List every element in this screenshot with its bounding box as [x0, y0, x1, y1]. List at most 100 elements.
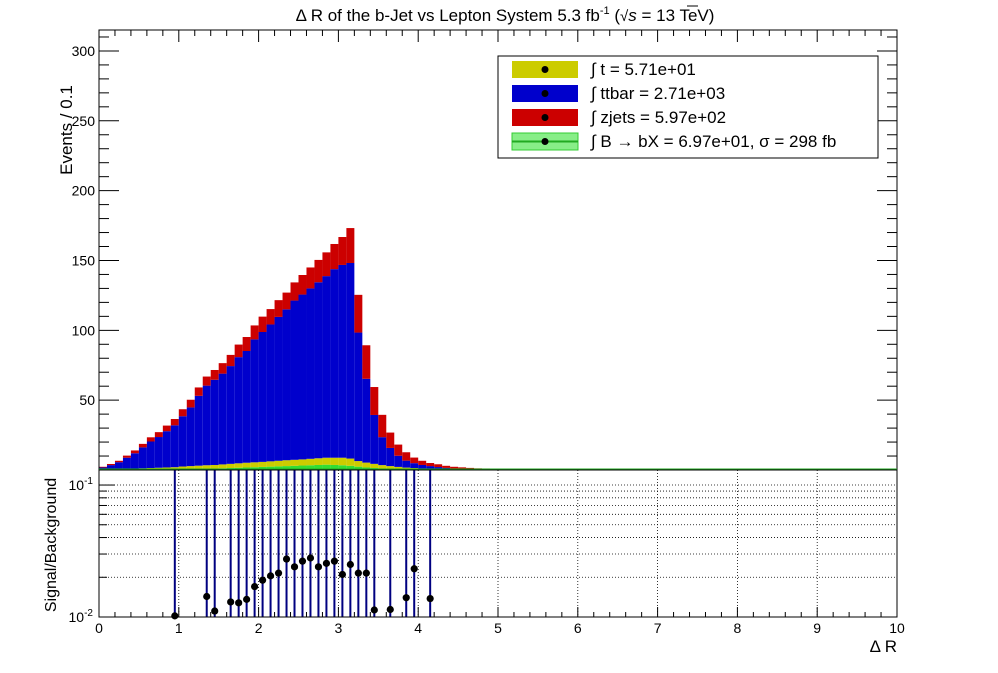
- ratio-point: [298, 557, 307, 565]
- bar-ttbar: [266, 324, 275, 462]
- bar-ttbar: [418, 464, 427, 469]
- ratio-point: [266, 572, 275, 580]
- ratio-panel: 0 1 2 3 4 5 6 7 8 9 10 10-2 10-1 Signal/Background Δ…: [43, 469, 905, 656]
- bar-zjets: [378, 414, 387, 438]
- y-tick-label: 100: [72, 322, 96, 338]
- bar-signal: [330, 464, 339, 470]
- ratio-point: [235, 599, 243, 607]
- bar-zjets: [226, 354, 235, 367]
- bar-t: [194, 465, 203, 470]
- bar-ttbar: [330, 269, 339, 458]
- bar-ttbar: [106, 465, 115, 470]
- legend-marker-zjets: [541, 114, 549, 121]
- bar-ttbar: [218, 373, 227, 465]
- ratio-y-tick-label: 10-2: [69, 608, 94, 625]
- ratio-point: [243, 595, 251, 603]
- ratio-point: [171, 612, 179, 620]
- bar-zjets: [162, 425, 171, 432]
- ratio-point: [290, 563, 299, 571]
- bar-zjets: [370, 387, 379, 415]
- bar-zjets: [450, 466, 459, 469]
- ratio-point: [282, 555, 291, 563]
- bar-t: [226, 463, 235, 469]
- ratio-panel-frame: [98, 469, 898, 618]
- bar-signal: [266, 466, 275, 470]
- ratio-point: [314, 563, 323, 571]
- y-tick-label: 150: [72, 252, 96, 268]
- ratio-point: [251, 582, 259, 591]
- y-tick-label: 200: [72, 183, 96, 199]
- bar-zjets: [426, 463, 435, 467]
- bar-t: [370, 463, 379, 469]
- bar-t: [202, 465, 211, 469]
- bar-zjets: [154, 432, 163, 438]
- bar-signal: [290, 465, 299, 470]
- bar-ttbar: [290, 300, 299, 460]
- bar-signal: [258, 466, 267, 470]
- bar-zjets: [138, 443, 147, 448]
- ratio-point: [258, 576, 267, 584]
- bar-signal: [338, 465, 347, 470]
- ratio-point: [227, 598, 235, 606]
- legend-label-signal: ∫ B → bX = 6.97e+01, σ = 298 fb: [590, 132, 836, 151]
- x-tick-label: 10: [889, 620, 905, 636]
- ratio-point: [354, 569, 362, 577]
- ratio-point: [402, 594, 410, 602]
- bar-t: [402, 467, 411, 470]
- bar-t: [178, 466, 187, 470]
- x-tick-label: 7: [654, 620, 662, 636]
- bar-zjets: [146, 437, 155, 442]
- bar-zjets: [306, 267, 315, 289]
- bar-zjets: [354, 294, 363, 333]
- bar-ttbar: [346, 262, 355, 459]
- bar-ttbar: [322, 276, 331, 458]
- bar-zjets: [466, 467, 475, 470]
- bar-t: [314, 458, 323, 465]
- bar-t: [306, 458, 315, 466]
- legend-marker-ttbar: [541, 90, 549, 97]
- bar-ttbar: [362, 378, 371, 463]
- bar-signal: [322, 464, 331, 470]
- ratio-point: [338, 570, 346, 579]
- bar-zjets: [234, 344, 243, 358]
- bar-ttbar: [338, 264, 347, 458]
- bar-ttbar: [122, 457, 131, 469]
- bar-ttbar: [226, 366, 235, 464]
- ratio-point: [426, 594, 434, 603]
- bar-zjets: [99, 466, 107, 468]
- bar-t: [386, 466, 395, 469]
- bar-zjets: [386, 432, 395, 448]
- ratio-grid: [99, 470, 897, 617]
- bar-t: [250, 462, 259, 468]
- bar-ttbar: [274, 316, 283, 461]
- bar-t: [258, 461, 267, 467]
- ratio-point: [410, 565, 418, 573]
- bar-ttbar: [394, 455, 403, 467]
- legend-entry-signal: ∫ B → bX = 6.97e+01, σ = 298 fb: [511, 132, 836, 151]
- bar-ttbar: [210, 379, 219, 465]
- bar-signal: [306, 465, 315, 470]
- ratio-point: [346, 560, 354, 569]
- x-tick-label: 3: [335, 620, 343, 636]
- bar-ttbar: [282, 309, 291, 461]
- bar-t: [298, 459, 307, 466]
- stacked-histogram-bars: [99, 228, 586, 471]
- bar-signal: [354, 466, 363, 470]
- bar-t: [378, 465, 387, 469]
- y-axis-label: Events / 0.1: [57, 85, 76, 175]
- bar-zjets: [266, 309, 275, 325]
- bar-t: [282, 460, 291, 467]
- bar-ttbar: [426, 466, 435, 469]
- x-tick-label: 1: [175, 620, 183, 636]
- y-tick-label: 50: [79, 392, 95, 408]
- legend-label-zjets: ∫ zjets = 5.97e+02: [590, 108, 726, 127]
- main-y-axis: 50 100 150 200 250 300: [72, 30, 898, 457]
- ratio-point: [211, 607, 219, 615]
- bar-ttbar: [434, 467, 443, 470]
- bar-zjets: [458, 467, 467, 469]
- legend-marker-signal: [541, 138, 549, 145]
- bar-ttbar: [298, 294, 307, 460]
- x-tick-label: 4: [414, 620, 422, 636]
- bar-signal: [346, 465, 355, 470]
